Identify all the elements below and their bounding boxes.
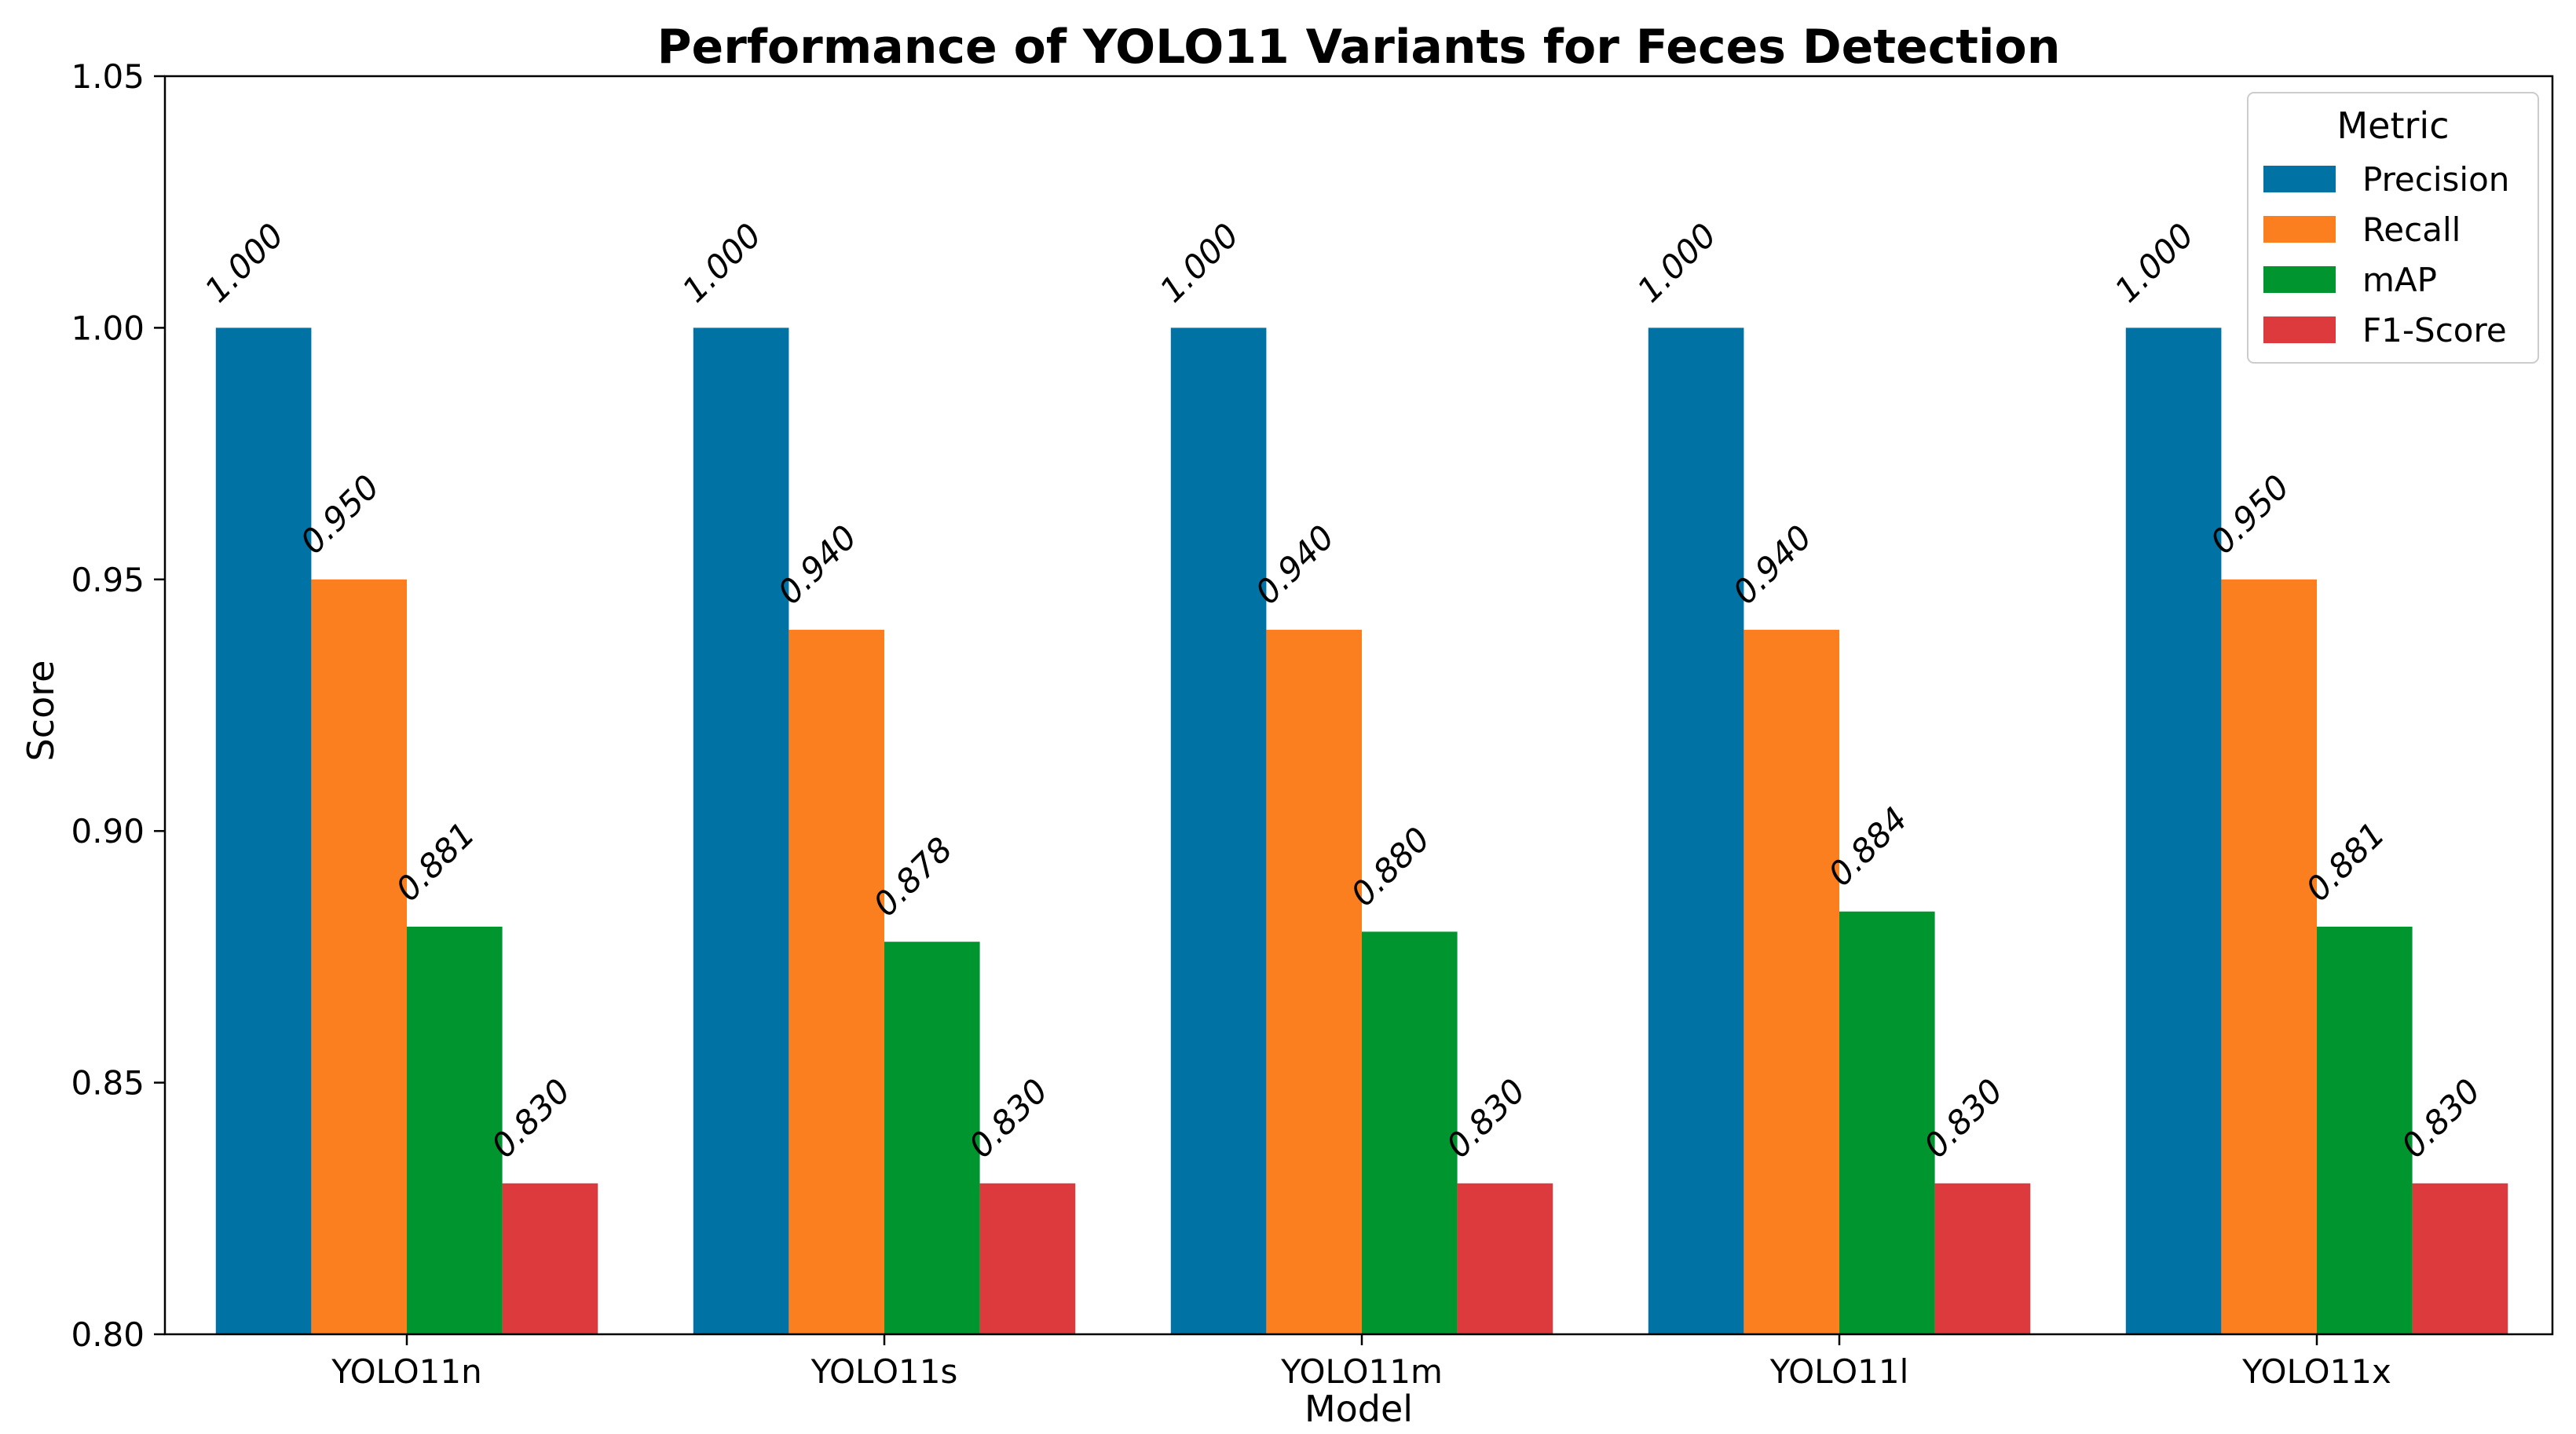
plot-frame [163,75,2554,1336]
x-tick-label-yolo11n: YOLO11n [331,1352,481,1391]
bar-map-yolo11s [884,942,980,1334]
data-label-precision-yolo11l: 1.000 [1630,216,1724,310]
bar-f1-score-yolo11x [2412,1183,2508,1334]
data-label-precision-yolo11n: 1.000 [197,216,291,310]
bar-recall-yolo11s [789,629,884,1334]
x-tick-label-yolo11s: YOLO11s [810,1352,958,1391]
x-axis: YOLO11n YOLO11s YOLO11m YOLO11l YOLO11x [331,1334,2391,1391]
bar-precision-yolo11n [215,327,312,1334]
legend-label-precision: Precision [2362,160,2509,199]
y-tick-label: 1.00 [71,309,145,347]
y-tick-label: 0.95 [71,561,145,599]
legend-label-map: mAP [2362,261,2437,299]
data-label-precision-yolo11x: 1.000 [2107,216,2201,310]
legend: Metric Precision Recall mAP F1-Score [2247,92,2539,364]
bar-recall-yolo11n [311,579,407,1334]
bar-precision-yolo11s [693,327,789,1334]
y-axis-label: Score [20,660,62,762]
bar-map-yolo11n [407,927,503,1334]
y-tick-label: 0.85 [71,1064,145,1103]
y-tick-label: 1.05 [71,57,145,96]
bar-f1-score-yolo11n [502,1183,598,1334]
bar-precision-yolo11x [2125,327,2222,1334]
y-tick-label: 0.80 [71,1315,145,1354]
legend-swatch-f1-score [2263,316,2336,343]
x-axis-label: Model [1304,1388,1413,1430]
bar-recall-yolo11m [1266,629,1362,1334]
legend-label-recall: Recall [2362,210,2461,249]
legend-title: Metric [2336,104,2449,147]
y-tick-label: 0.90 [71,812,145,851]
bar-precision-yolo11l [1648,327,1744,1334]
data-label-precision-yolo11m: 1.000 [1152,216,1246,310]
bar-recall-yolo11l [1744,629,1839,1334]
chart-title: Performance of YOLO11 Variants for Feces… [657,20,2061,75]
bar-recall-yolo11x [2221,579,2317,1334]
bar-f1-score-yolo11m [1457,1183,1553,1334]
data-label-precision-yolo11s: 1.000 [675,216,769,310]
legend-swatch-map [2263,266,2336,293]
legend-label-f1-score: F1-Score [2362,311,2507,349]
bar-map-yolo11x [2317,927,2413,1334]
bar-precision-yolo11m [1170,327,1267,1334]
x-tick-label-yolo11m: YOLO11m [1280,1352,1443,1391]
y-axis: 0.80 0.85 0.90 0.95 1.00 1.05 [71,57,165,1354]
x-tick-label-yolo11x: YOLO11x [2241,1352,2391,1391]
legend-swatch-recall [2263,216,2336,243]
legend-box [2247,92,2539,364]
bar-f1-score-yolo11s [979,1183,1076,1334]
bar-map-yolo11m [1362,931,1458,1334]
bar-map-yolo11l [1839,911,1935,1334]
legend-swatch-precision [2263,166,2336,192]
bar-f1-score-yolo11l [1934,1183,2031,1334]
bars-layer [215,327,2508,1334]
x-tick-label-yolo11l: YOLO11l [1769,1352,1909,1391]
